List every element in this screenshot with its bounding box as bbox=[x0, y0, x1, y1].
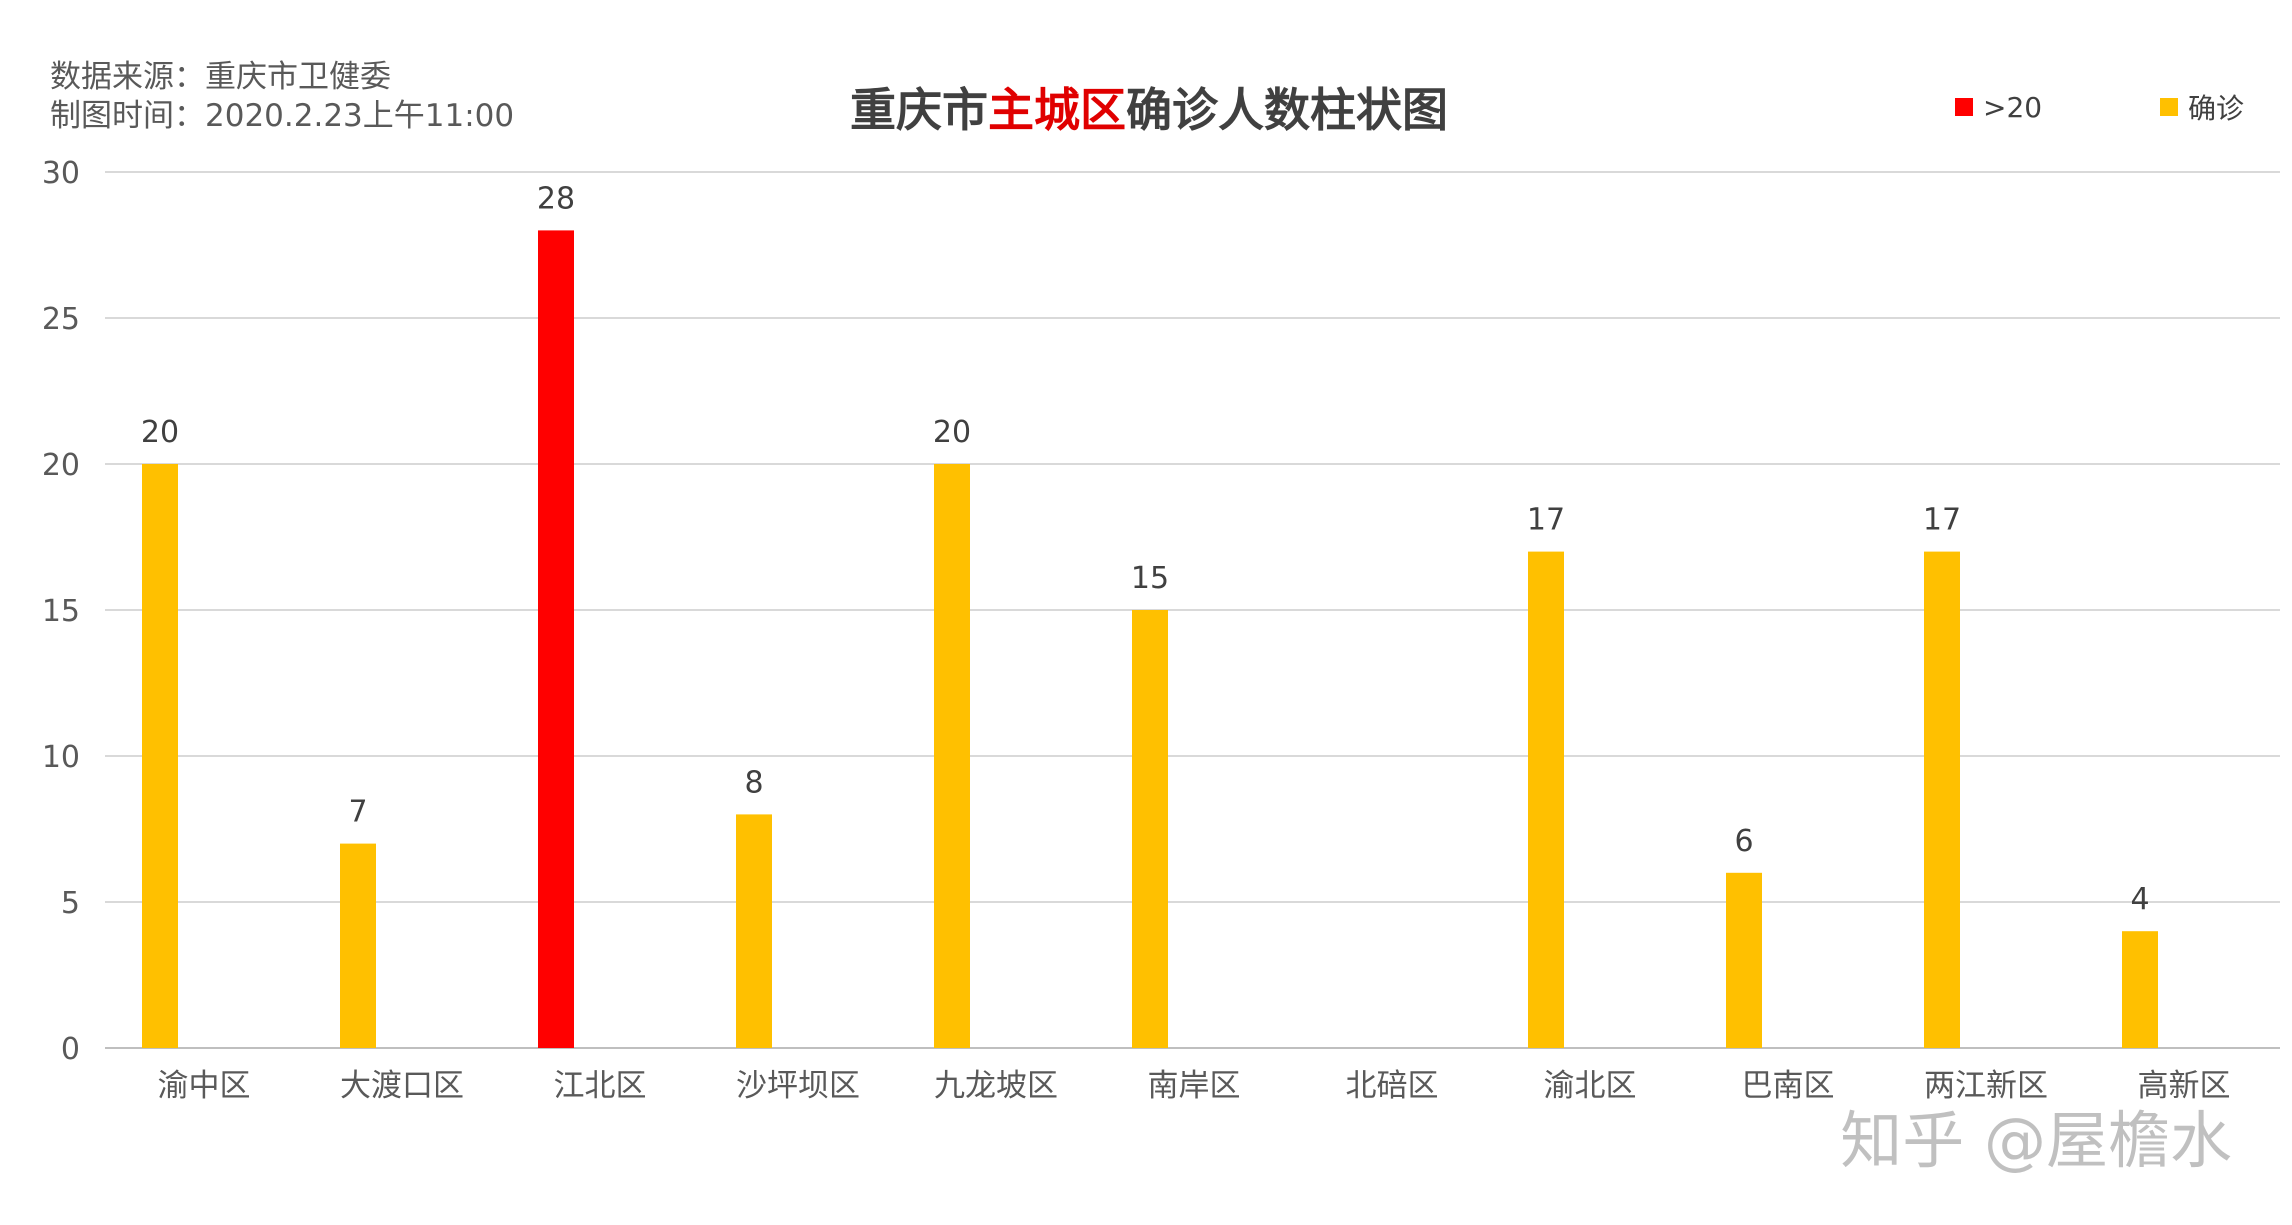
bar bbox=[142, 464, 178, 1048]
data-label: 15 bbox=[1131, 561, 1169, 596]
bar bbox=[1132, 610, 1168, 1048]
chart-title: 重庆市主城区确诊人数柱状图 bbox=[850, 74, 1448, 140]
x-tick-label: 大渡口区 bbox=[340, 1068, 464, 1104]
data-label: 20 bbox=[141, 415, 179, 450]
bar bbox=[538, 230, 574, 1048]
data-label: 6 bbox=[1734, 824, 1753, 859]
title-part-city: 重庆市 bbox=[850, 83, 988, 137]
legend-label-confirmed: 确诊 bbox=[2188, 92, 2245, 125]
bar bbox=[2122, 931, 2158, 1048]
bar bbox=[934, 464, 970, 1048]
legend-item-over-20: >20 bbox=[1955, 90, 2043, 124]
data-source-note: 数据来源：重庆市卫健委 制图时间：2020.2.23上午11:00 bbox=[50, 58, 514, 136]
x-tick-label: 两江新区 bbox=[1924, 1068, 2048, 1104]
legend-label-over-20: >20 bbox=[1983, 90, 2043, 124]
title-part-rest: 确诊人数柱状图 bbox=[1126, 83, 1448, 137]
x-tick-label: 北碚区 bbox=[1346, 1068, 1439, 1104]
x-tick-label: 九龙坡区 bbox=[934, 1068, 1058, 1104]
bar bbox=[736, 814, 772, 1048]
y-tick-label: 5 bbox=[61, 886, 80, 921]
data-label: 17 bbox=[1527, 503, 1565, 538]
y-tick-label: 20 bbox=[42, 448, 80, 483]
title-part-highlight: 主城区 bbox=[988, 83, 1126, 137]
bar bbox=[1726, 872, 1762, 1048]
legend-item-confirmed: 确诊 bbox=[2160, 92, 2244, 125]
y-tick-label: 25 bbox=[42, 302, 80, 337]
x-tick-label: 高新区 bbox=[2138, 1068, 2231, 1104]
data-label: 4 bbox=[2130, 882, 2149, 917]
y-tick-label: 0 bbox=[61, 1032, 80, 1067]
bar bbox=[340, 843, 376, 1048]
bar bbox=[1924, 551, 1960, 1048]
data-label: 17 bbox=[1923, 503, 1961, 538]
x-tick-label: 沙坪坝区 bbox=[736, 1068, 860, 1104]
legend-swatch-red bbox=[1955, 98, 1973, 116]
x-tick-label: 渝中区 bbox=[158, 1068, 251, 1104]
data-label: 7 bbox=[348, 795, 367, 830]
x-tick-label: 巴南区 bbox=[1742, 1068, 1835, 1104]
legend-swatch-yellow bbox=[2160, 98, 2178, 116]
x-tick-label: 渝北区 bbox=[1544, 1068, 1637, 1104]
y-tick-label: 30 bbox=[42, 156, 80, 191]
y-tick-label: 10 bbox=[42, 740, 80, 775]
data-source-line: 数据来源：重庆市卫健委 bbox=[50, 59, 391, 95]
bar bbox=[1528, 551, 1564, 1048]
x-tick-label: 江北区 bbox=[554, 1068, 647, 1104]
chart-time-line: 制图时间：2020.2.23上午11:00 bbox=[50, 98, 515, 134]
x-tick-label: 南岸区 bbox=[1148, 1068, 1241, 1104]
y-tick-label: 15 bbox=[42, 594, 80, 629]
data-label: 28 bbox=[537, 181, 575, 216]
data-label: 8 bbox=[744, 765, 763, 800]
data-label: 20 bbox=[933, 415, 971, 450]
watermark: 知乎 @屋檐水 bbox=[1840, 1104, 2232, 1177]
